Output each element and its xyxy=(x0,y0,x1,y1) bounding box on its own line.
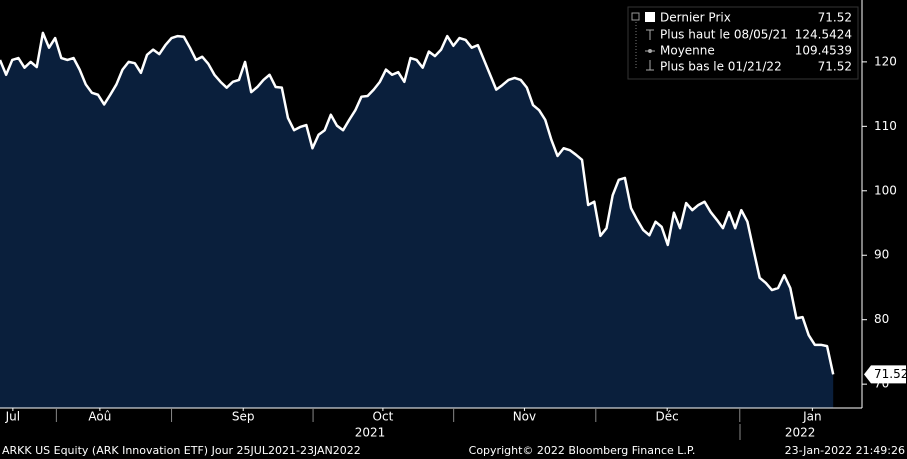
legend-label: Plus haut le 08/05/21 xyxy=(660,28,788,42)
x-tick-label: Jan xyxy=(802,410,822,424)
area xyxy=(0,32,834,408)
y-tick-label: 100 xyxy=(874,183,897,197)
legend-collapse xyxy=(631,12,640,21)
x-tick-label: Aoû xyxy=(88,410,111,424)
legend-label: Moyenne xyxy=(660,44,715,58)
last-price-label: 71.52 xyxy=(874,367,907,381)
x-tick-label: Jul xyxy=(5,410,20,424)
x-tick-label: Sep xyxy=(232,410,255,424)
x-tick-label: Nov xyxy=(513,410,536,424)
last-price-tag xyxy=(864,365,906,384)
plot-area xyxy=(0,31,835,408)
legend-value: 71.52 xyxy=(818,60,852,74)
legend-value: 71.52 xyxy=(818,11,852,25)
y-tick-label: 90 xyxy=(874,248,889,262)
line xyxy=(0,31,835,375)
legend-label: Dernier Prix xyxy=(660,11,731,25)
year-label: 2022 xyxy=(785,426,816,440)
legend-value: 124.5424 xyxy=(795,28,852,42)
y-tick-label: 110 xyxy=(874,119,897,133)
legend-box xyxy=(627,6,859,80)
y-tick-label: 120 xyxy=(874,54,897,68)
y-tick-label: 80 xyxy=(874,312,889,326)
legend-value: 109.4539 xyxy=(795,44,852,58)
x-tick-label: Oct xyxy=(373,410,394,424)
legend-label: Plus bas le 01/21/22 xyxy=(660,60,782,74)
legend: Dernier Prix 71.52 Plus haut le 08/05/21… xyxy=(627,6,859,80)
footer-right: 23-Jan-2022 21:49:26 xyxy=(785,444,905,457)
legend-icon xyxy=(648,49,652,53)
footer-left: ARKK US Equity (ARK Innovation ETF) Jour… xyxy=(2,444,361,457)
legend-icon xyxy=(645,12,655,22)
year-label: 2021 xyxy=(355,426,386,440)
x-tick-label: Déc xyxy=(656,410,679,424)
footer-center: Copyright© 2022 Bloomberg Finance L.P. xyxy=(469,444,696,457)
